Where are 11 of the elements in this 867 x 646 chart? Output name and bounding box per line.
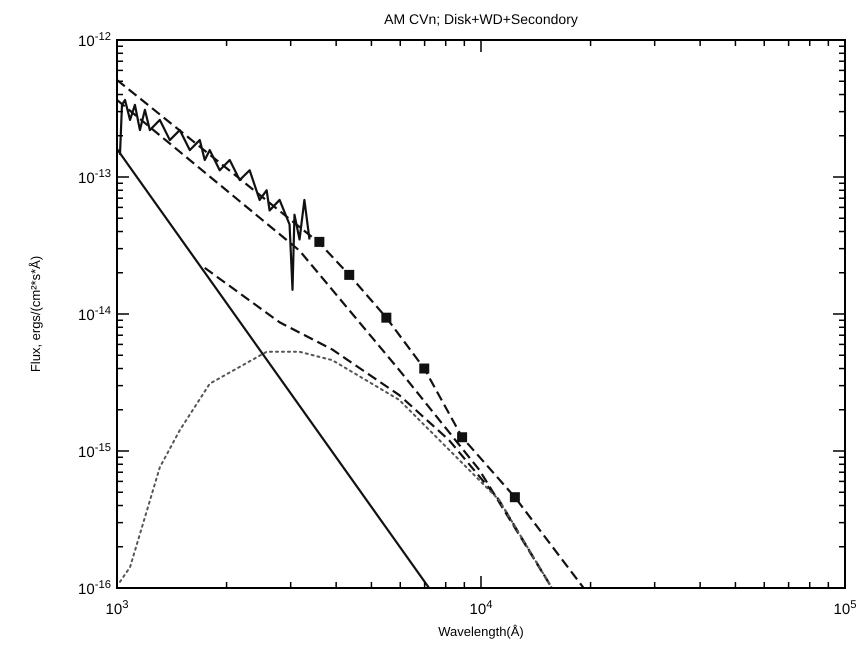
x-tick-label: 10$^{3}$: [106, 599, 128, 618]
x-tick-label: 10$^{4}$: [470, 599, 492, 618]
y-axis-title: Flux, ergs/(cm²*s*Å): [28, 256, 43, 372]
y-tick-label: 10$^{-13}$: [78, 168, 111, 187]
x-tick-label: 10$^{5}$: [834, 599, 856, 618]
chart-title: AM CVn; Disk+WD+Secondory: [384, 11, 578, 27]
y-tick-label: 10$^{-14}$: [78, 305, 111, 324]
y-tick-label: 10$^{-12}$: [78, 31, 111, 50]
x-axis-title: Wavelength(Å): [438, 624, 524, 639]
y-tick-label: 10$^{-16}$: [78, 579, 111, 598]
y-tick-label: 10$^{-15}$: [78, 442, 111, 461]
